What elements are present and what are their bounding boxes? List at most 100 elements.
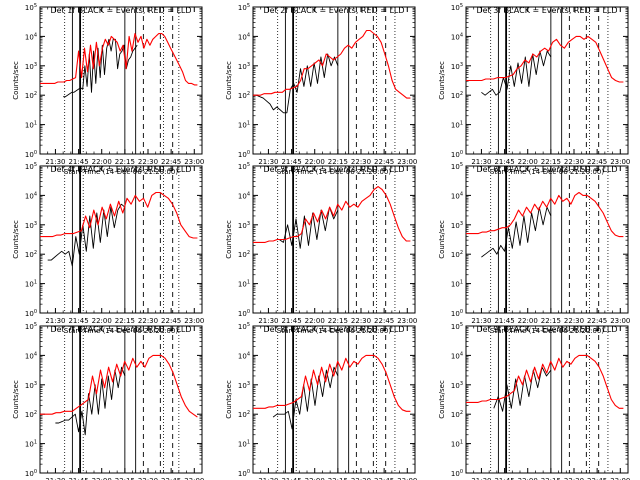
y-tick-exponent: 2 — [247, 91, 250, 97]
x-tick-label: 21:30 — [45, 317, 65, 325]
series-line-events — [63, 38, 138, 98]
x-tick-label: 22:15 — [541, 317, 561, 325]
series-line-events — [278, 206, 339, 249]
y-tick-exponent: 0 — [34, 469, 37, 475]
x-tick-label: 22:45 — [374, 317, 394, 325]
x-tick-label: 22:00 — [518, 477, 538, 480]
x-tick-label: 21:30 — [471, 158, 491, 166]
y-tick-exponent: 2 — [460, 250, 463, 256]
y-tick-exponent: 1 — [247, 280, 250, 286]
x-tick-label: 22:30 — [351, 158, 371, 166]
x-tick-label: 22:45 — [587, 477, 607, 480]
x-tick-label: 22:45 — [161, 477, 181, 480]
y-tick-exponent: 4 — [247, 351, 250, 357]
panel-8: 10010110210310410521:3021:4522:0022:1522… — [225, 322, 417, 480]
x-tick-label: 21:30 — [45, 158, 65, 166]
y-tick-label: 104 — [451, 191, 463, 200]
y-tick-label: 100 — [25, 309, 37, 318]
y-tick-exponent: 4 — [247, 32, 250, 38]
y-tick-label: 100 — [238, 309, 250, 318]
x-tick-label: 22:00 — [92, 158, 112, 166]
panel-9: 10010110210310410521:3021:4522:0022:1522… — [438, 322, 630, 480]
y-tick-exponent: 0 — [460, 309, 463, 315]
y-axis-label: Counts/sec — [12, 380, 20, 419]
y-tick-label: 103 — [238, 381, 250, 390]
x-tick-label: 22:45 — [161, 158, 181, 166]
series-line-lld — [466, 354, 624, 409]
y-tick-exponent: 3 — [247, 381, 250, 387]
y-tick-label: 101 — [25, 440, 37, 449]
y-tick-label: 105 — [451, 322, 463, 331]
y-tick-label: 103 — [238, 221, 250, 230]
y-tick-label: 105 — [238, 162, 250, 171]
y-tick-exponent: 4 — [34, 32, 37, 38]
y-tick-label: 105 — [238, 3, 250, 12]
panel-title: Det 1f BLACK = Events, RED = LLD — [50, 6, 191, 15]
y-tick-exponent: 3 — [34, 381, 37, 387]
x-tick-label: 22:15 — [328, 158, 348, 166]
y-tick-exponent: 4 — [460, 32, 463, 38]
y-tick-exponent: 5 — [34, 3, 37, 9]
y-tick-exponent: 2 — [34, 91, 37, 97]
y-tick-exponent: 4 — [247, 191, 250, 197]
x-tick-label: 21:45 — [281, 158, 301, 166]
x-tick-label: 22:15 — [115, 317, 135, 325]
y-tick-label: 105 — [25, 162, 37, 171]
panel-title: Det 8f BLACK = Events, RED = LLD — [263, 325, 404, 334]
y-tick-exponent: 1 — [460, 280, 463, 286]
series-line-events — [253, 53, 339, 114]
y-tick-exponent: 5 — [34, 162, 37, 168]
y-tick-exponent: 2 — [34, 410, 37, 416]
y-tick-label: 104 — [25, 351, 37, 360]
y-tick-label: 104 — [25, 32, 37, 41]
y-tick-exponent: 5 — [460, 3, 463, 9]
y-tick-exponent: 0 — [34, 309, 37, 315]
y-tick-label: 101 — [451, 121, 463, 130]
x-axis-label: Start Time (14-Dec-06 21:20:00) — [64, 168, 178, 176]
x-tick-label: 22:30 — [138, 477, 158, 480]
y-tick-exponent: 5 — [247, 322, 250, 328]
panel-title: Det 3f BLACK = Events, RED = LLD — [476, 6, 617, 15]
x-tick-label: 22:00 — [518, 317, 538, 325]
y-tick-label: 100 — [25, 469, 37, 478]
x-tick-label: 21:30 — [471, 317, 491, 325]
y-tick-label: 102 — [451, 91, 463, 100]
y-tick-label: 103 — [238, 62, 250, 71]
x-tick-label: 22:30 — [564, 317, 584, 325]
y-tick-exponent: 0 — [247, 309, 250, 315]
x-axis-label: Start Time (14-Dec-06 21:20:00) — [490, 327, 604, 335]
x-tick-label: 22:00 — [305, 477, 325, 480]
series-line-lld — [40, 354, 198, 418]
y-tick-label: 103 — [451, 62, 463, 71]
series-line-lld — [253, 186, 411, 243]
y-tick-exponent: 5 — [34, 322, 37, 328]
x-tick-label: 21:30 — [258, 477, 278, 480]
series-line-lld — [253, 29, 411, 99]
series-line-events — [272, 366, 339, 430]
x-tick-label: 22:15 — [541, 158, 561, 166]
panel-title: Det 7f BLACK = Events, RED = LLD — [50, 325, 191, 334]
y-tick-label: 105 — [25, 322, 37, 331]
y-tick-label: 103 — [25, 221, 37, 230]
x-tick-label: 23:00 — [184, 477, 204, 480]
y-tick-label: 100 — [451, 309, 463, 318]
x-tick-label: 23:00 — [610, 158, 630, 166]
x-tick-label: 22:00 — [305, 317, 325, 325]
x-axis-label: Start Time (14-Dec-06 21:20:00) — [64, 327, 178, 335]
y-axis-label: Counts/sec — [438, 380, 446, 419]
y-tick-exponent: 4 — [460, 191, 463, 197]
series-line-lld — [466, 35, 624, 83]
y-tick-label: 100 — [451, 150, 463, 159]
plot-frame — [465, 165, 629, 314]
x-tick-label: 22:30 — [564, 158, 584, 166]
x-tick-label: 22:15 — [328, 477, 348, 480]
x-tick-label: 21:45 — [68, 317, 88, 325]
y-tick-label: 102 — [238, 410, 250, 419]
y-tick-label: 101 — [451, 280, 463, 289]
y-tick-exponent: 2 — [460, 410, 463, 416]
panel-title: Det 4f BLACK = Events, RED = LLD — [50, 165, 191, 174]
